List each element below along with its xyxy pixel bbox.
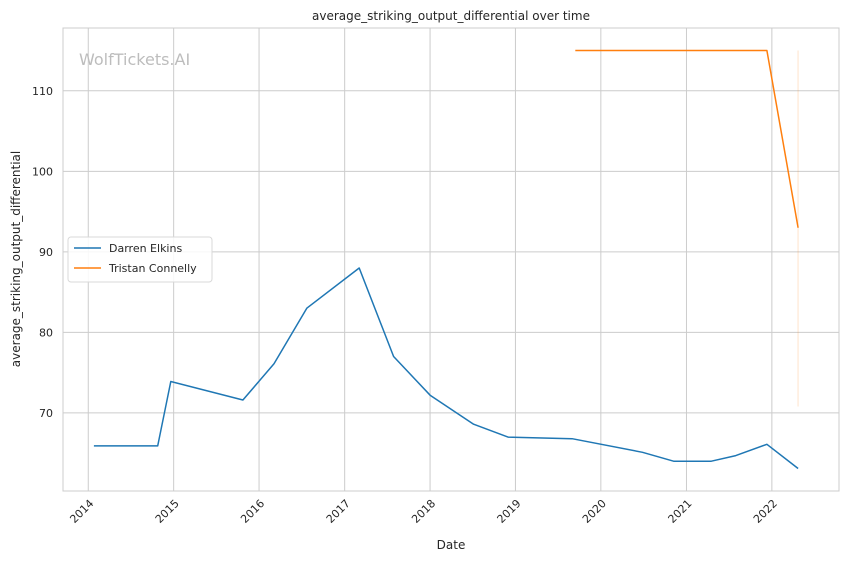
legend: Darren Elkins Tristan Connelly — [67, 236, 213, 283]
y-axis-label: average_striking_output_differential — [9, 151, 23, 367]
legend-label-tristan-connelly: Tristan Connelly — [108, 262, 197, 275]
series-line-darren-elkins — [93, 267, 799, 470]
legend-label-darren-elkins: Darren Elkins — [109, 242, 182, 255]
y-tick-label-80: 80 — [39, 326, 53, 339]
y-tick-label-100: 100 — [32, 165, 53, 178]
x-axis-label: Date — [437, 538, 466, 552]
series-line-tristan-connelly — [575, 49, 799, 228]
y-tick-label-90: 90 — [39, 246, 53, 259]
series-lines — [93, 49, 799, 470]
plot-frame — [62, 27, 840, 492]
gridlines — [63, 28, 839, 491]
chart-title: average_striking_output_differential ove… — [312, 9, 590, 23]
legend-box — [67, 236, 213, 283]
y-tick-label-70: 70 — [39, 407, 53, 420]
y-tick-label-110: 110 — [32, 85, 53, 98]
y-tick-labels: 70 80 90 100 110 — [32, 85, 53, 420]
watermark: WolfTickets.AI — [79, 50, 190, 69]
